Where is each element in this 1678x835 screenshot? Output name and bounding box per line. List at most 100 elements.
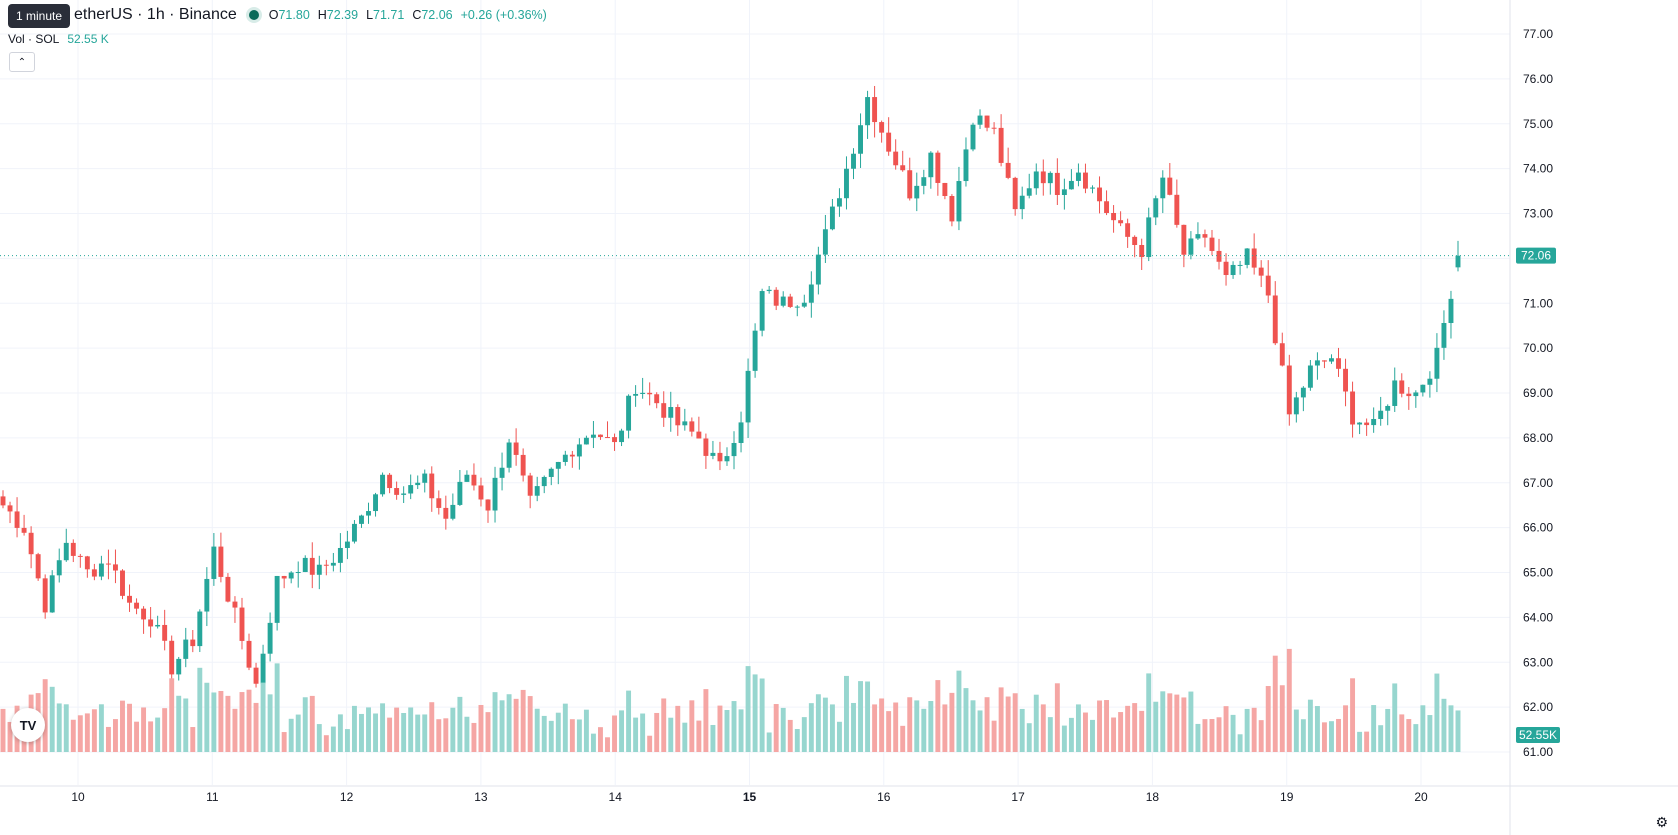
volume-bar [907, 697, 913, 752]
candle-body [654, 394, 660, 404]
candle-body [1336, 358, 1341, 369]
candle-body [1146, 217, 1152, 258]
candle-body [380, 474, 386, 495]
y-tick-label: 66.00 [1523, 521, 1553, 535]
timeframe-tooltip: 1 minute [8, 4, 71, 28]
volume-bar [576, 719, 582, 752]
candle-body [408, 485, 414, 494]
collapse-legend-button[interactable]: ⌃ [9, 52, 35, 72]
last-price-label: 72.06 [1521, 249, 1551, 263]
volume-bar [366, 707, 371, 752]
candle-body [471, 474, 477, 486]
volume-bar [1118, 712, 1124, 752]
candle-body [752, 330, 758, 371]
x-tick-label: 14 [609, 790, 623, 804]
candle-body [605, 437, 610, 439]
volume-bar [1406, 719, 1412, 752]
candle-body [562, 454, 568, 462]
y-tick-label: 74.00 [1523, 162, 1553, 176]
volume-bar [408, 707, 414, 752]
volume-bar [1104, 700, 1110, 752]
volume-bar [921, 708, 927, 752]
volume-bar [808, 703, 814, 752]
candle-body [829, 206, 835, 230]
candle-body [822, 229, 828, 255]
volume-bar [42, 679, 48, 752]
volume-bar [1329, 721, 1334, 752]
candle-body [1188, 238, 1194, 255]
candle-body [583, 437, 589, 445]
volume-bar [738, 709, 744, 752]
volume-bar [1230, 714, 1236, 752]
candle-body [724, 456, 730, 462]
volume-bar [127, 703, 132, 752]
last-price-badge [1516, 247, 1556, 264]
x-tick-label: 18 [1146, 790, 1160, 804]
volume-bar [401, 712, 407, 752]
volume-bar [696, 720, 702, 752]
volume-bar [724, 709, 730, 752]
volume-bar [893, 702, 899, 752]
gear-icon[interactable]: ⚙ [1655, 814, 1668, 830]
volume-bar [1434, 673, 1440, 752]
candle-body [1385, 405, 1391, 411]
candle-body [1160, 177, 1166, 199]
symbol-title[interactable]: etherUS · 1h · Binance [74, 6, 237, 23]
volume-bar [1413, 724, 1419, 752]
volume-bar [1188, 691, 1194, 752]
candle-body [1132, 236, 1138, 246]
candle-body [865, 97, 871, 126]
volume-bar [605, 737, 610, 752]
candle-body [1139, 245, 1145, 258]
candle-body [1364, 422, 1370, 426]
candle-body [1097, 187, 1102, 202]
candle-body [134, 602, 140, 609]
candle-body [1350, 391, 1356, 425]
tradingview-logo-icon[interactable]: TV [11, 708, 45, 742]
candle-body [1434, 347, 1440, 379]
volume-bar [1364, 731, 1370, 752]
volume-bar [162, 708, 168, 752]
volume-bar [204, 682, 210, 752]
candle-body [893, 151, 899, 166]
volume-bar [1244, 708, 1250, 752]
volume-value: 52.55 K [67, 32, 109, 46]
volume-bar [7, 721, 13, 752]
candle-body [598, 434, 603, 438]
candle-body [555, 461, 561, 469]
volume-bar [1012, 693, 1018, 752]
volume-bar [612, 715, 617, 752]
candle-body [956, 181, 962, 222]
candle-body [302, 557, 308, 573]
volume-bar [1047, 717, 1053, 752]
volume-bar [281, 732, 287, 752]
volume-bar [654, 712, 660, 752]
y-tick-label: 77.00 [1523, 27, 1553, 41]
volume-bar [225, 695, 231, 752]
volume-bar [717, 705, 723, 752]
candle-body [1343, 368, 1348, 392]
candle-body [682, 421, 688, 426]
candle-body [105, 563, 111, 565]
candle-body [1237, 264, 1243, 266]
candle-body [1293, 397, 1299, 415]
volume-bar [98, 704, 104, 752]
candle-body [1202, 234, 1208, 238]
candle-body [689, 421, 695, 432]
candle-body [808, 284, 814, 303]
candle-body [1068, 180, 1074, 190]
last-volume-badge [1516, 727, 1560, 743]
candle-body [429, 473, 435, 499]
candle-body [633, 393, 639, 396]
volume-bar [49, 686, 55, 752]
candle-body [211, 546, 217, 579]
candle-body [98, 563, 104, 577]
volume-bar [759, 678, 765, 752]
candle-body [42, 578, 48, 613]
volume-bar [359, 713, 364, 752]
volume-bar [443, 718, 449, 752]
candle-body [1371, 418, 1377, 426]
candle-body [1090, 187, 1095, 189]
volume-label[interactable]: Vol · SOL [8, 32, 60, 46]
